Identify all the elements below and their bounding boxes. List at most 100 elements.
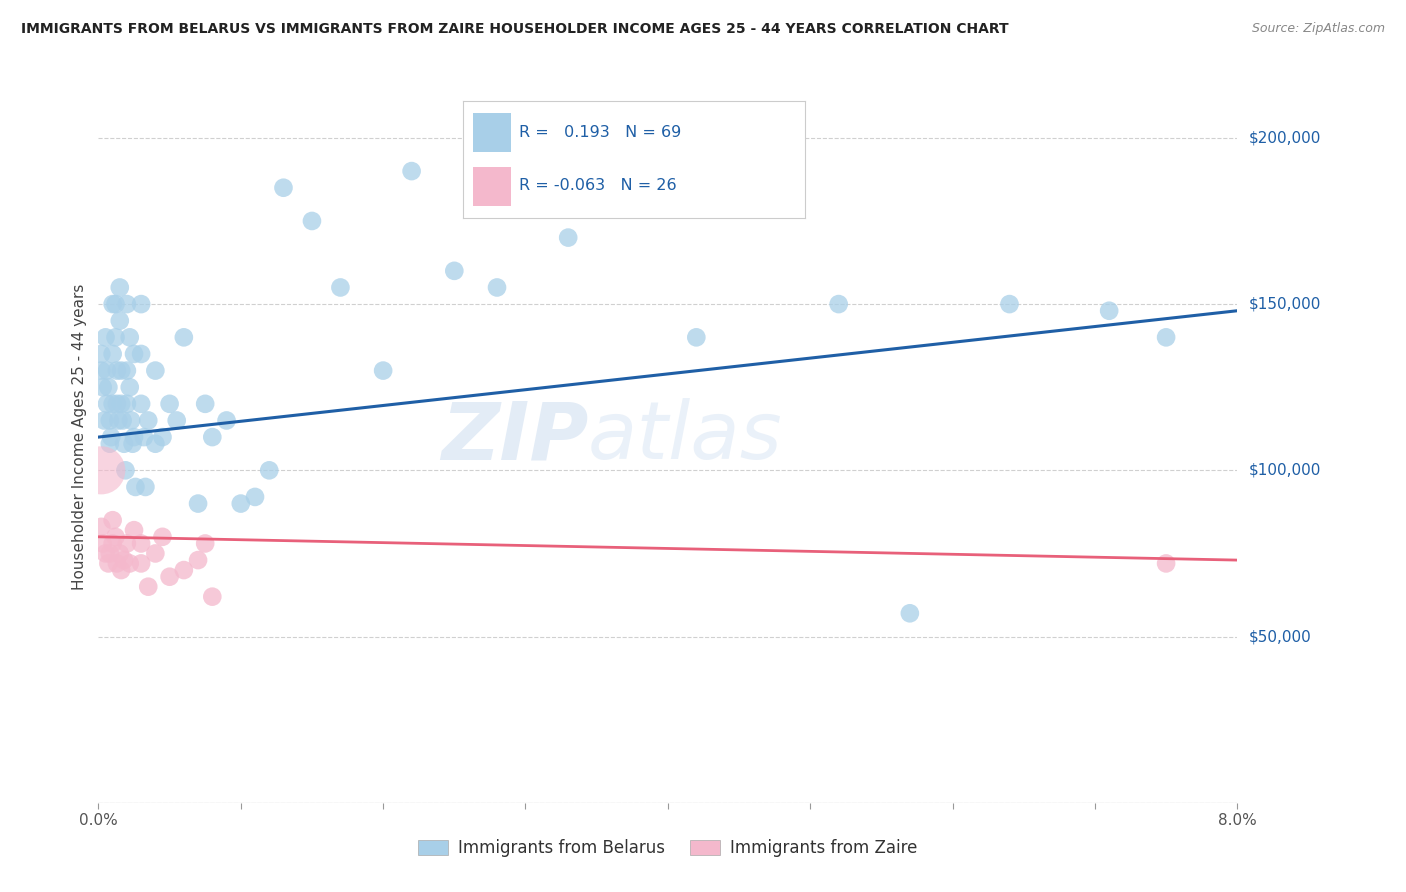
Point <box>173 330 195 344</box>
Point <box>136 580 159 594</box>
Point <box>98 546 121 560</box>
Point <box>97 557 120 571</box>
Point <box>557 230 579 244</box>
Point <box>90 520 112 534</box>
Point <box>129 557 152 571</box>
Point <box>998 297 1021 311</box>
Point <box>112 553 135 567</box>
Point <box>273 180 295 194</box>
Point <box>401 164 423 178</box>
Point <box>129 347 152 361</box>
Legend: Immigrants from Belarus, Immigrants from Zaire: Immigrants from Belarus, Immigrants from… <box>412 832 924 864</box>
Point <box>685 330 707 344</box>
Point <box>104 530 127 544</box>
Point <box>215 413 238 427</box>
Text: $50,000: $50,000 <box>1249 629 1312 644</box>
Text: $150,000: $150,000 <box>1249 297 1320 311</box>
Point <box>136 413 159 427</box>
Point <box>112 436 135 450</box>
Point <box>187 553 209 567</box>
Point <box>201 590 224 604</box>
Point <box>145 363 167 377</box>
Point <box>122 430 145 444</box>
Point <box>108 546 131 560</box>
Point <box>194 397 217 411</box>
Point <box>187 497 209 511</box>
Point <box>105 363 128 377</box>
Point <box>120 413 142 427</box>
Point <box>118 557 141 571</box>
Point <box>828 297 851 311</box>
Point <box>129 397 152 411</box>
Point <box>107 413 129 427</box>
Point <box>115 397 138 411</box>
Point <box>243 490 266 504</box>
Point <box>108 314 131 328</box>
Text: atlas: atlas <box>588 398 783 476</box>
Point <box>122 347 145 361</box>
Point <box>115 297 138 311</box>
Point <box>111 413 134 427</box>
Point <box>166 413 188 427</box>
Point <box>145 436 167 450</box>
Point <box>110 563 132 577</box>
Point <box>101 536 124 550</box>
Point <box>114 463 136 477</box>
Point <box>104 330 127 344</box>
Point <box>97 380 120 394</box>
Point <box>91 380 114 394</box>
Point <box>90 463 112 477</box>
Point <box>101 297 124 311</box>
Point <box>105 557 128 571</box>
Point <box>159 570 181 584</box>
Point <box>104 297 127 311</box>
Point <box>132 430 155 444</box>
Point <box>115 363 138 377</box>
Point <box>105 397 128 411</box>
Point <box>98 413 121 427</box>
Point <box>110 363 132 377</box>
Point <box>110 397 132 411</box>
Point <box>301 214 323 228</box>
Point <box>229 497 252 511</box>
Point <box>259 463 281 477</box>
Point <box>134 480 156 494</box>
Point <box>96 397 118 411</box>
Point <box>1154 557 1177 571</box>
Text: $100,000: $100,000 <box>1249 463 1320 478</box>
Point <box>898 607 921 621</box>
Text: ZIP: ZIP <box>440 398 588 476</box>
Point <box>96 363 118 377</box>
Point <box>90 347 112 361</box>
Point <box>443 264 465 278</box>
Point <box>91 536 114 550</box>
Point <box>101 347 124 361</box>
Point <box>118 380 141 394</box>
Point <box>94 546 117 560</box>
Point <box>159 397 181 411</box>
Point <box>118 330 141 344</box>
Text: IMMIGRANTS FROM BELARUS VS IMMIGRANTS FROM ZAIRE HOUSEHOLDER INCOME AGES 25 - 44: IMMIGRANTS FROM BELARUS VS IMMIGRANTS FR… <box>21 22 1008 37</box>
Point <box>115 536 138 550</box>
Point <box>329 280 352 294</box>
Point <box>94 330 117 344</box>
Point <box>129 297 152 311</box>
Text: Source: ZipAtlas.com: Source: ZipAtlas.com <box>1251 22 1385 36</box>
Point <box>129 536 152 550</box>
Y-axis label: Householder Income Ages 25 - 44 years: Householder Income Ages 25 - 44 years <box>72 284 87 591</box>
Text: $200,000: $200,000 <box>1249 130 1320 145</box>
Point <box>194 536 217 550</box>
Point <box>90 363 112 377</box>
Point <box>152 430 174 444</box>
Point <box>1154 330 1177 344</box>
Point <box>486 280 509 294</box>
Point <box>93 413 115 427</box>
Point <box>100 430 122 444</box>
Point <box>173 563 195 577</box>
Point <box>98 436 121 450</box>
Point <box>371 363 394 377</box>
Point <box>124 480 146 494</box>
Point <box>122 523 145 537</box>
Point <box>108 280 131 294</box>
Point <box>1098 303 1121 318</box>
